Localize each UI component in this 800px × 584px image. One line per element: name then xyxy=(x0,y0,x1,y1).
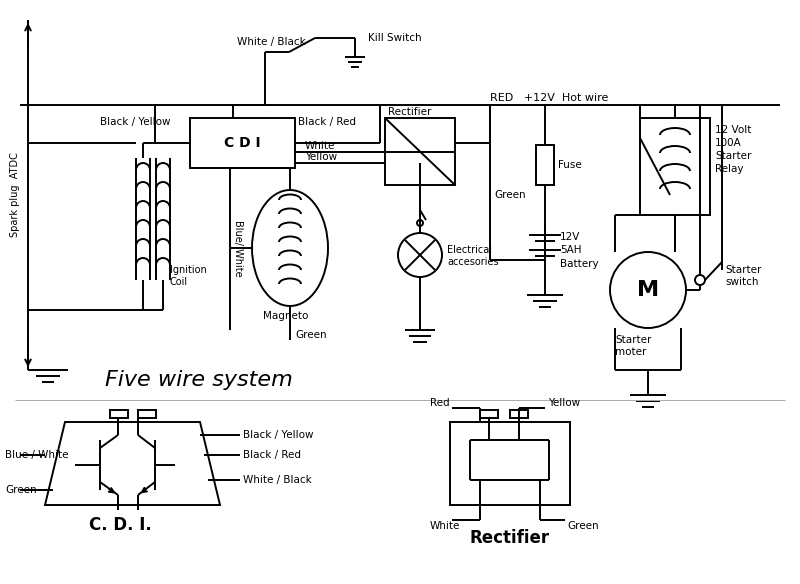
Text: moter: moter xyxy=(615,347,646,357)
Text: M: M xyxy=(637,280,659,300)
Text: accesories: accesories xyxy=(447,257,498,267)
Text: Yellow: Yellow xyxy=(305,152,337,162)
Text: Green: Green xyxy=(5,485,37,495)
Text: Rectifier: Rectifier xyxy=(470,529,550,547)
Text: Blue / White: Blue / White xyxy=(5,450,69,460)
Text: C. D. I.: C. D. I. xyxy=(89,516,151,534)
Text: Starter: Starter xyxy=(715,151,751,161)
Text: Black / Yellow: Black / Yellow xyxy=(100,117,170,127)
Text: Magneto: Magneto xyxy=(263,311,308,321)
Bar xyxy=(190,118,295,168)
Text: Starter: Starter xyxy=(725,265,762,275)
Text: Electrical: Electrical xyxy=(447,245,492,255)
Text: Fuse: Fuse xyxy=(558,160,582,170)
Text: White: White xyxy=(430,521,460,531)
Bar xyxy=(640,118,710,215)
Text: C D I: C D I xyxy=(224,136,261,150)
Bar xyxy=(385,118,455,185)
Bar xyxy=(480,410,498,418)
Text: Coil: Coil xyxy=(170,277,188,287)
Text: Yellow: Yellow xyxy=(548,398,580,408)
Text: Rectifier: Rectifier xyxy=(388,107,431,117)
Text: Ignition: Ignition xyxy=(170,265,206,275)
Text: Green: Green xyxy=(567,521,598,531)
Text: Five wire system: Five wire system xyxy=(105,370,293,390)
Text: Red: Red xyxy=(430,398,450,408)
Text: switch: switch xyxy=(725,277,758,287)
Text: Battery: Battery xyxy=(560,259,598,269)
Text: RED   +12V  Hot wire: RED +12V Hot wire xyxy=(490,93,608,103)
Bar xyxy=(110,410,128,418)
Text: Starter: Starter xyxy=(615,335,651,345)
Text: Green: Green xyxy=(295,330,326,340)
Bar xyxy=(138,410,156,418)
Text: White: White xyxy=(305,141,335,151)
Text: Blue/ White: Blue/ White xyxy=(233,220,243,276)
Text: 12V: 12V xyxy=(560,232,580,242)
Text: 12 Volt: 12 Volt xyxy=(715,125,751,135)
Bar xyxy=(510,410,528,418)
Text: Black / Yellow: Black / Yellow xyxy=(243,430,314,440)
Text: Black / Red: Black / Red xyxy=(298,117,356,127)
Text: 5AH: 5AH xyxy=(560,245,582,255)
Text: Black / Red: Black / Red xyxy=(243,450,301,460)
Text: Spark plug  ATDC: Spark plug ATDC xyxy=(10,152,20,238)
Text: White / Black: White / Black xyxy=(243,475,312,485)
Text: Kill Switch: Kill Switch xyxy=(368,33,422,43)
Text: 100A: 100A xyxy=(715,138,742,148)
Bar xyxy=(536,145,554,185)
Text: Relay: Relay xyxy=(715,164,743,174)
Text: White / Black: White / Black xyxy=(237,37,306,47)
Text: Green: Green xyxy=(494,190,526,200)
